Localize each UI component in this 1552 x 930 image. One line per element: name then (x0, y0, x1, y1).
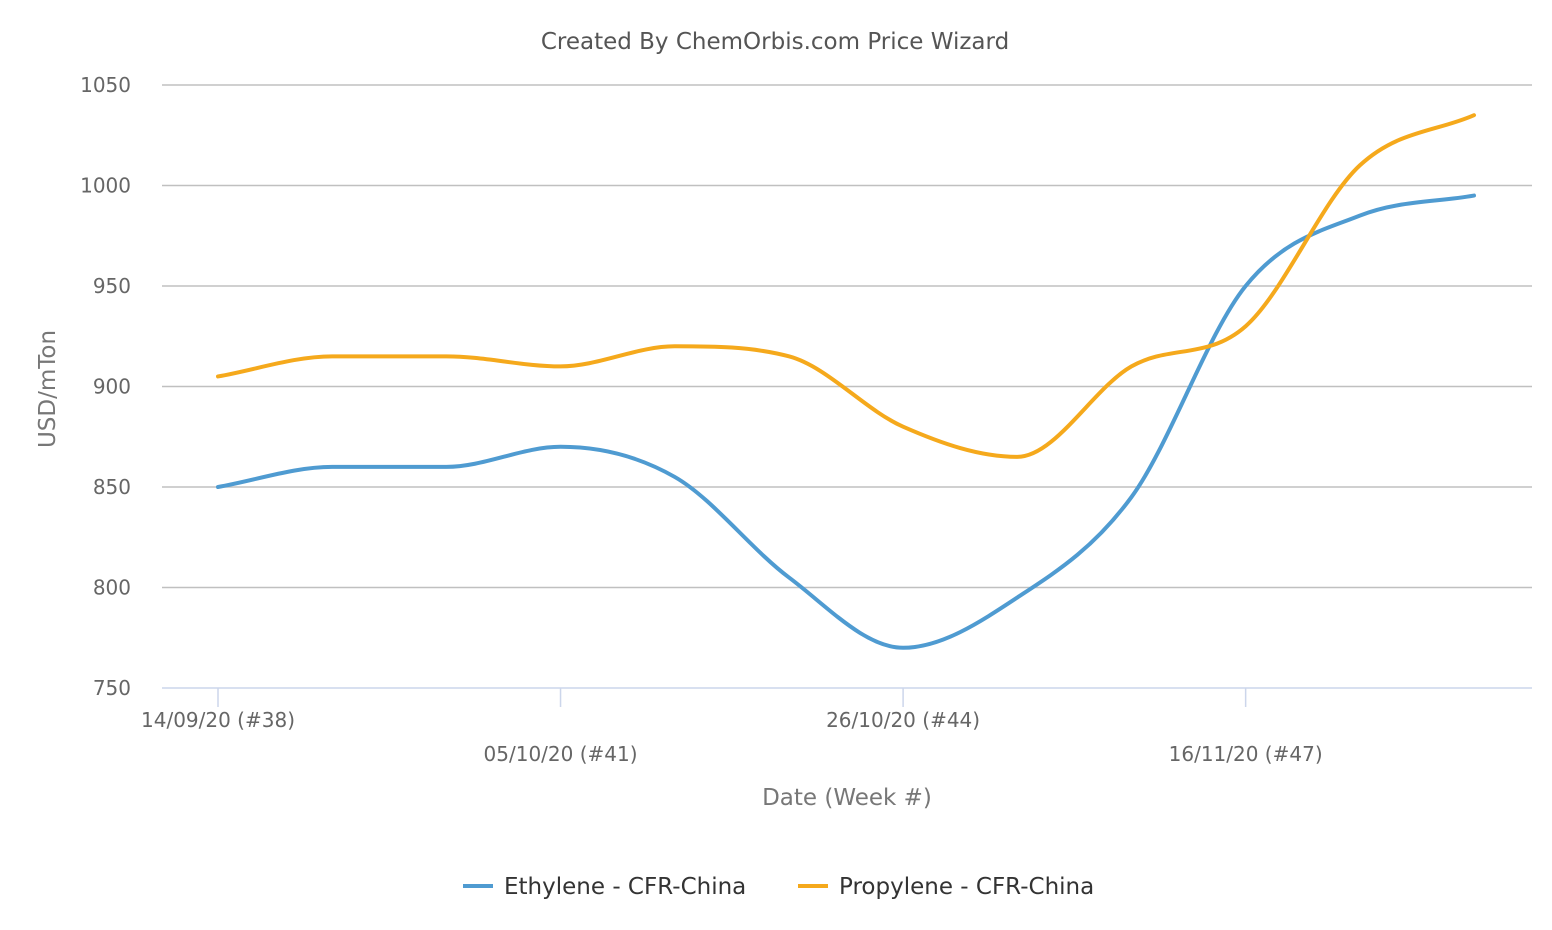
legend: Ethylene - CFR-China Propylene - CFR-Chi… (463, 874, 1094, 900)
y-tick-label-750: 750 (93, 676, 131, 700)
x-axis (162, 687, 1532, 707)
series-line-ethylene[interactable] (216, 193, 1476, 650)
x-tick-label-0: 14/09/20 (#38) (141, 708, 295, 732)
series-lines (216, 113, 1476, 650)
x-tick-label-2: 26/10/20 (#44) (826, 708, 980, 732)
y-tick-label-1000: 1000 (80, 174, 131, 198)
legend-label-ethylene: Ethylene - CFR-China (504, 874, 746, 900)
legend-label-propylene: Propylene - CFR-China (839, 874, 1094, 900)
y-tick-label-950: 950 (93, 274, 131, 298)
series-line-propylene[interactable] (216, 113, 1476, 459)
y-tick-label-900: 900 (93, 375, 131, 399)
y-axis-tick-labels: 750 800 850 900 950 1000 1050 (80, 73, 131, 700)
y-tick-label-800: 800 (93, 576, 131, 600)
x-axis-title: Date (Week #) (762, 785, 932, 811)
chart-title: Created By ChemOrbis.com Price Wizard (541, 29, 1009, 55)
legend-item-ethylene[interactable]: Ethylene - CFR-China (463, 874, 746, 900)
grid-lines (162, 84, 1532, 589)
y-axis-title: USD/mTon (35, 330, 61, 448)
x-tick-label-3: 16/11/20 (#47) (1169, 742, 1323, 766)
x-axis-tick-labels: 14/09/20 (#38) 05/10/20 (#41) 26/10/20 (#4… (141, 708, 1323, 766)
legend-item-propylene[interactable]: Propylene - CFR-China (798, 874, 1094, 900)
y-tick-label-850: 850 (93, 475, 131, 499)
y-tick-label-1050: 1050 (80, 73, 131, 97)
x-tick-label-1: 05/10/20 (#41) (484, 742, 638, 766)
